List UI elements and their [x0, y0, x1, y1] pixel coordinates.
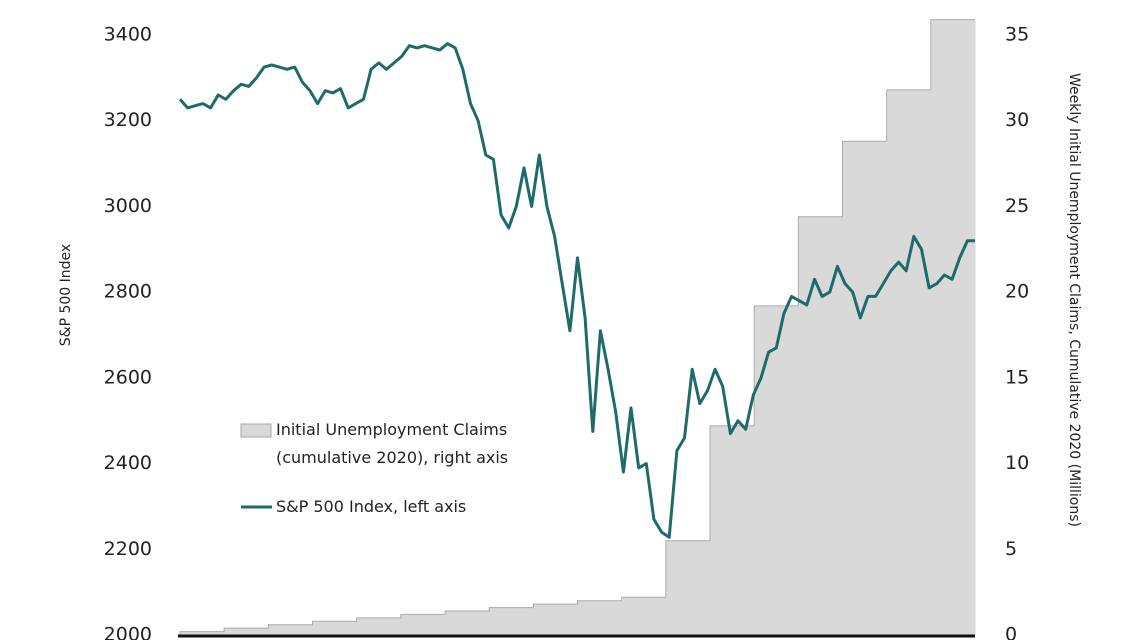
y-tick-label: 2400 — [104, 452, 152, 474]
y-tick-label: 2600 — [104, 366, 152, 388]
claims-step — [886, 89, 932, 636]
claims-step — [400, 614, 446, 635]
y-tick-label: 2200 — [104, 538, 152, 560]
claims-step — [180, 631, 225, 635]
y2-tick-label: 10 — [1005, 452, 1029, 474]
claims-step — [754, 305, 799, 635]
claims-step — [577, 600, 623, 635]
claims-step — [665, 540, 711, 635]
claims-step — [533, 604, 578, 635]
claims-step — [798, 216, 843, 635]
claims-step — [621, 597, 667, 635]
claims-step — [356, 617, 402, 635]
claims-step — [268, 624, 313, 635]
y2-tick-label: 20 — [1005, 281, 1029, 303]
claims-step — [445, 611, 490, 635]
y-axis-title: S&P 500 Index — [58, 244, 74, 346]
legend-label: Initial Unemployment Claims (cumulative … — [276, 420, 509, 467]
y-tick-label: 3000 — [104, 195, 152, 217]
claims-step — [312, 621, 358, 635]
y2-tick-label: 0 — [1005, 624, 1017, 640]
y-tick-label: 2800 — [104, 281, 152, 303]
y2-tick-label: 5 — [1005, 538, 1017, 560]
claims-outline — [179, 19, 975, 635]
y2-tick-label: 35 — [1005, 24, 1029, 46]
claims-step — [224, 628, 269, 635]
y2-tick-label: 15 — [1005, 366, 1029, 388]
claims-step — [710, 425, 755, 635]
legend-swatch-area — [240, 423, 272, 438]
sp500-line — [178, 42, 975, 539]
claims-step — [842, 141, 888, 636]
claims-step — [930, 19, 976, 636]
y2-tick-label: 25 — [1005, 195, 1029, 217]
y2-axis-title: Weekly Initial Unemployment Claims, Cumu… — [1066, 73, 1082, 527]
legend-label: S&P 500 Index, left axis — [276, 497, 467, 516]
y-tick-label: 2000 — [104, 624, 152, 640]
y-tick-label: 3200 — [104, 109, 152, 131]
claims-step — [489, 607, 534, 635]
y-tick-label: 3400 — [104, 24, 152, 46]
y2-tick-label: 30 — [1005, 109, 1029, 131]
